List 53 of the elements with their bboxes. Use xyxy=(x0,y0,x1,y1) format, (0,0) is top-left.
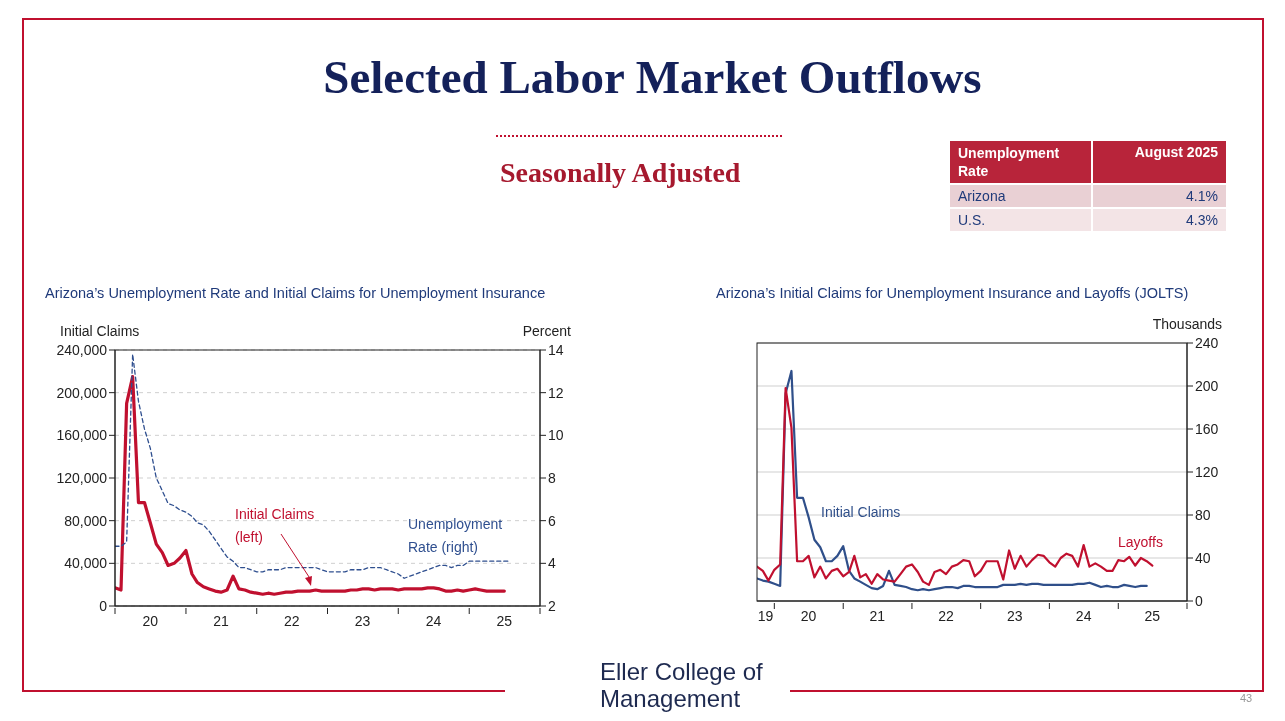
table-cell: U.S. xyxy=(950,208,1092,231)
table-cell: 4.3% xyxy=(1092,208,1226,231)
y2-tick-label: 240 xyxy=(1195,334,1219,351)
y2-tick-label: 80 xyxy=(1195,506,1211,523)
text: 43 xyxy=(1240,692,1253,704)
x-tick-label: 24 xyxy=(1075,608,1092,624)
y2-tick-label: 40 xyxy=(1195,549,1211,566)
table-cell: Arizona xyxy=(950,184,1092,208)
x-tick-label: 22 xyxy=(284,613,300,629)
x-tick-label: 20 xyxy=(142,613,159,629)
x-tick-label: 23 xyxy=(354,613,371,629)
x-tick-label: 23 xyxy=(1006,608,1023,624)
y2-axis-title: Percent xyxy=(522,323,571,339)
x-tick-label: 22 xyxy=(938,608,955,624)
y2-axis-title: Thousands xyxy=(1152,316,1222,332)
y2-tick-label: 4 xyxy=(548,555,556,572)
x-tick-label: 25 xyxy=(1144,608,1161,624)
series-label: Initial Claims xyxy=(821,503,902,522)
y-tick-label: 160,000 xyxy=(56,427,108,444)
y2-tick-label: 120 xyxy=(1195,463,1219,480)
y-tick-label: 240,000 xyxy=(56,341,108,358)
x-tick-label: 25 xyxy=(496,613,513,629)
x-tick-label: 19 xyxy=(757,608,774,624)
y-tick-label: 200,000 xyxy=(56,384,108,401)
y-tick-label: 0 xyxy=(99,597,108,614)
y-axis-title: Initial Claims xyxy=(60,323,140,339)
y2-tick-label: 14 xyxy=(548,341,564,358)
y2-tick-label: 8 xyxy=(548,469,556,486)
y-tick-label: 40,000 xyxy=(64,555,108,572)
y2-tick-label: 12 xyxy=(548,384,564,401)
x-tick-label: 21 xyxy=(213,613,230,629)
text: Seasonally Adjusted xyxy=(500,157,741,189)
series-label: Unemployment Rate (right) xyxy=(408,515,504,557)
y2-tick-label: 200 xyxy=(1195,377,1219,394)
table-cell: Unemployment Rate xyxy=(950,141,1092,184)
y2-tick-label: 0 xyxy=(1195,592,1203,609)
y2-tick-label: 2 xyxy=(548,597,556,614)
y2-tick-label: 6 xyxy=(548,512,556,529)
y-tick-label: 120,000 xyxy=(56,469,108,486)
text: Initial Claims (left) xyxy=(235,505,316,547)
table-cell: 4.1% xyxy=(1092,184,1226,208)
y-tick-label: 80,000 xyxy=(64,512,108,529)
chart-title: Arizona’s Unemployment Rate and Initial Claims for Unemployment Insurance xyxy=(45,285,546,301)
x-tick-label: 24 xyxy=(425,613,442,629)
x-tick-label: 20 xyxy=(800,608,817,624)
y2-tick-label: 10 xyxy=(548,427,564,444)
chart-title: Arizona’s Initial Claims for Unemployment Insurance and Layoffs (JOLTS) xyxy=(716,285,1189,301)
text: Eller College of Management xyxy=(600,658,764,712)
series-label: Layoffs xyxy=(1118,534,1163,550)
text: Selected Labor Market Outflows xyxy=(322,50,983,104)
x-tick-label: 21 xyxy=(869,608,886,624)
y2-tick-label: 160 xyxy=(1195,420,1219,437)
table-cell: August 2025 xyxy=(1092,141,1226,184)
